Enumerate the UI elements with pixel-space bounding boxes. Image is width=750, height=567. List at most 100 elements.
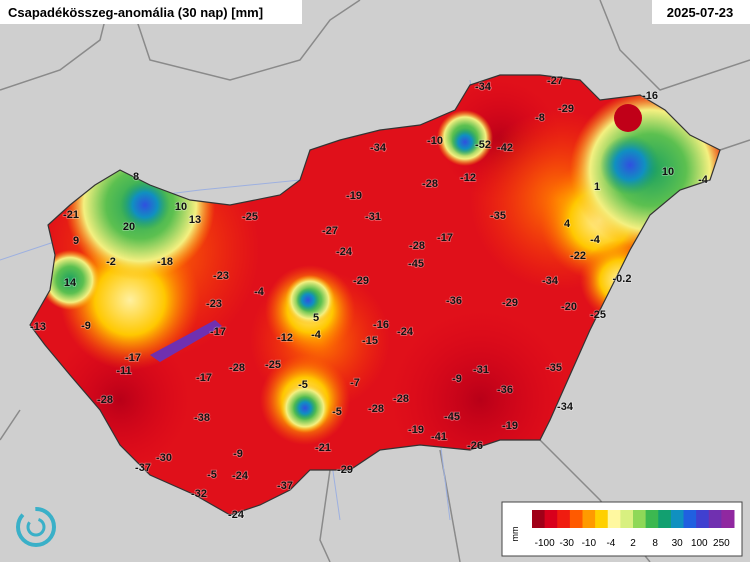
station-value: -28	[393, 393, 409, 405]
station-value: -2	[106, 256, 116, 268]
station-value: -27	[322, 225, 338, 237]
station-value: -52	[475, 139, 491, 151]
legend-swatch	[595, 510, 609, 528]
station-value: -17	[210, 326, 226, 338]
legend-label: -100	[535, 538, 555, 549]
legend-swatch	[670, 510, 684, 528]
station-value: -21	[63, 209, 79, 221]
station-value: -36	[497, 384, 513, 396]
title-box	[0, 0, 302, 24]
station-value: -45	[444, 411, 460, 423]
station-value: -42	[497, 142, 513, 154]
station-value: -24	[228, 509, 245, 521]
date-box	[652, 0, 750, 24]
station-value: -5	[207, 469, 217, 481]
station-value: 4	[564, 218, 571, 230]
station-value: -20	[561, 301, 577, 313]
station-value: -28	[229, 362, 245, 374]
station-value: -4	[311, 329, 322, 341]
lake	[150, 320, 222, 362]
station-value: -31	[365, 211, 381, 223]
station-value: -32	[191, 488, 207, 500]
station-value: -30	[156, 452, 172, 464]
station-value: -4	[590, 234, 601, 246]
station-value: -24	[397, 326, 414, 338]
station-value: -0.2	[613, 273, 632, 285]
legend-swatch	[633, 510, 647, 528]
station-value: -29	[337, 464, 353, 476]
legend-label: 2	[630, 538, 636, 549]
legend-swatch	[532, 510, 546, 528]
station-value: -35	[490, 210, 506, 222]
legend-label: -30	[559, 538, 574, 549]
station-value: -9	[233, 448, 243, 460]
station-value: -4	[698, 174, 709, 186]
station-value: -29	[558, 103, 574, 115]
station-value: -34	[370, 142, 387, 154]
station-value: -31	[473, 364, 489, 376]
station-value: -17	[437, 232, 453, 244]
legend-swatch	[708, 510, 722, 528]
date: 2025-07-23	[667, 5, 734, 20]
station-value: -7	[350, 377, 360, 389]
station-value: -29	[502, 297, 518, 309]
legend-swatch	[620, 510, 634, 528]
station-value: -21	[315, 442, 331, 454]
station-value: -23	[206, 298, 222, 310]
legend-swatch	[569, 510, 583, 528]
station-value: -24	[232, 470, 249, 482]
station-value: -9	[452, 373, 462, 385]
station-value: 10	[175, 201, 187, 213]
station-value: -34	[542, 275, 559, 287]
station-value: -16	[642, 90, 658, 102]
legend-label: -10	[582, 538, 597, 549]
station-value: -29	[353, 275, 369, 287]
legend-swatch	[607, 510, 621, 528]
station-value: 10	[662, 166, 674, 178]
station-value: -16	[373, 319, 389, 331]
legend-swatch	[582, 510, 596, 528]
station-value: -37	[277, 480, 293, 492]
legend-swatch	[645, 510, 659, 528]
legend-swatch	[696, 510, 710, 528]
station-value: -19	[346, 190, 362, 202]
station-value: 8	[133, 171, 139, 183]
station-value: -23	[213, 270, 229, 282]
station-value: 5	[313, 312, 319, 324]
station-value: -17	[125, 352, 141, 364]
legend-swatch	[557, 510, 571, 528]
station-value: -5	[332, 406, 342, 418]
legend-label: 30	[672, 538, 684, 549]
legend: -100 -30 -10 -4 2 8 30 100 250	[532, 510, 735, 549]
station-value: -28	[422, 178, 438, 190]
station-value: -37	[135, 462, 151, 474]
station-value: 20	[123, 221, 135, 233]
legend-label: -4	[606, 538, 615, 549]
station-value: -34	[475, 81, 492, 93]
legend-swatch	[544, 510, 558, 528]
station-value: -8	[535, 112, 545, 124]
station-value: -15	[362, 335, 378, 347]
station-labels: -34 -27-16-29-8-10 -52 -42-34-12-28 110-48-2…	[29, 74, 709, 522]
station-value: 1	[594, 181, 600, 193]
station-value: -35	[546, 362, 562, 374]
legend-label: 250	[713, 538, 730, 549]
station-value: -26	[467, 440, 483, 452]
station-value: -11	[116, 365, 131, 377]
station-value: -10	[427, 135, 443, 147]
station-value: -28	[368, 403, 384, 415]
legend-label: 100	[691, 538, 708, 549]
station-value: 13	[189, 214, 201, 226]
station-value: -34	[557, 401, 574, 413]
station-value: -41	[431, 431, 447, 443]
station-value: 9	[73, 235, 79, 247]
station-value: -12	[277, 332, 293, 344]
legend-label: 8	[652, 538, 658, 549]
station-value: -25	[242, 211, 258, 223]
station-value: -19	[408, 424, 424, 436]
legend-swatch	[658, 510, 672, 528]
legend-swatch	[721, 510, 735, 528]
station-value: -4	[254, 286, 265, 298]
station-value: -17	[196, 372, 212, 384]
